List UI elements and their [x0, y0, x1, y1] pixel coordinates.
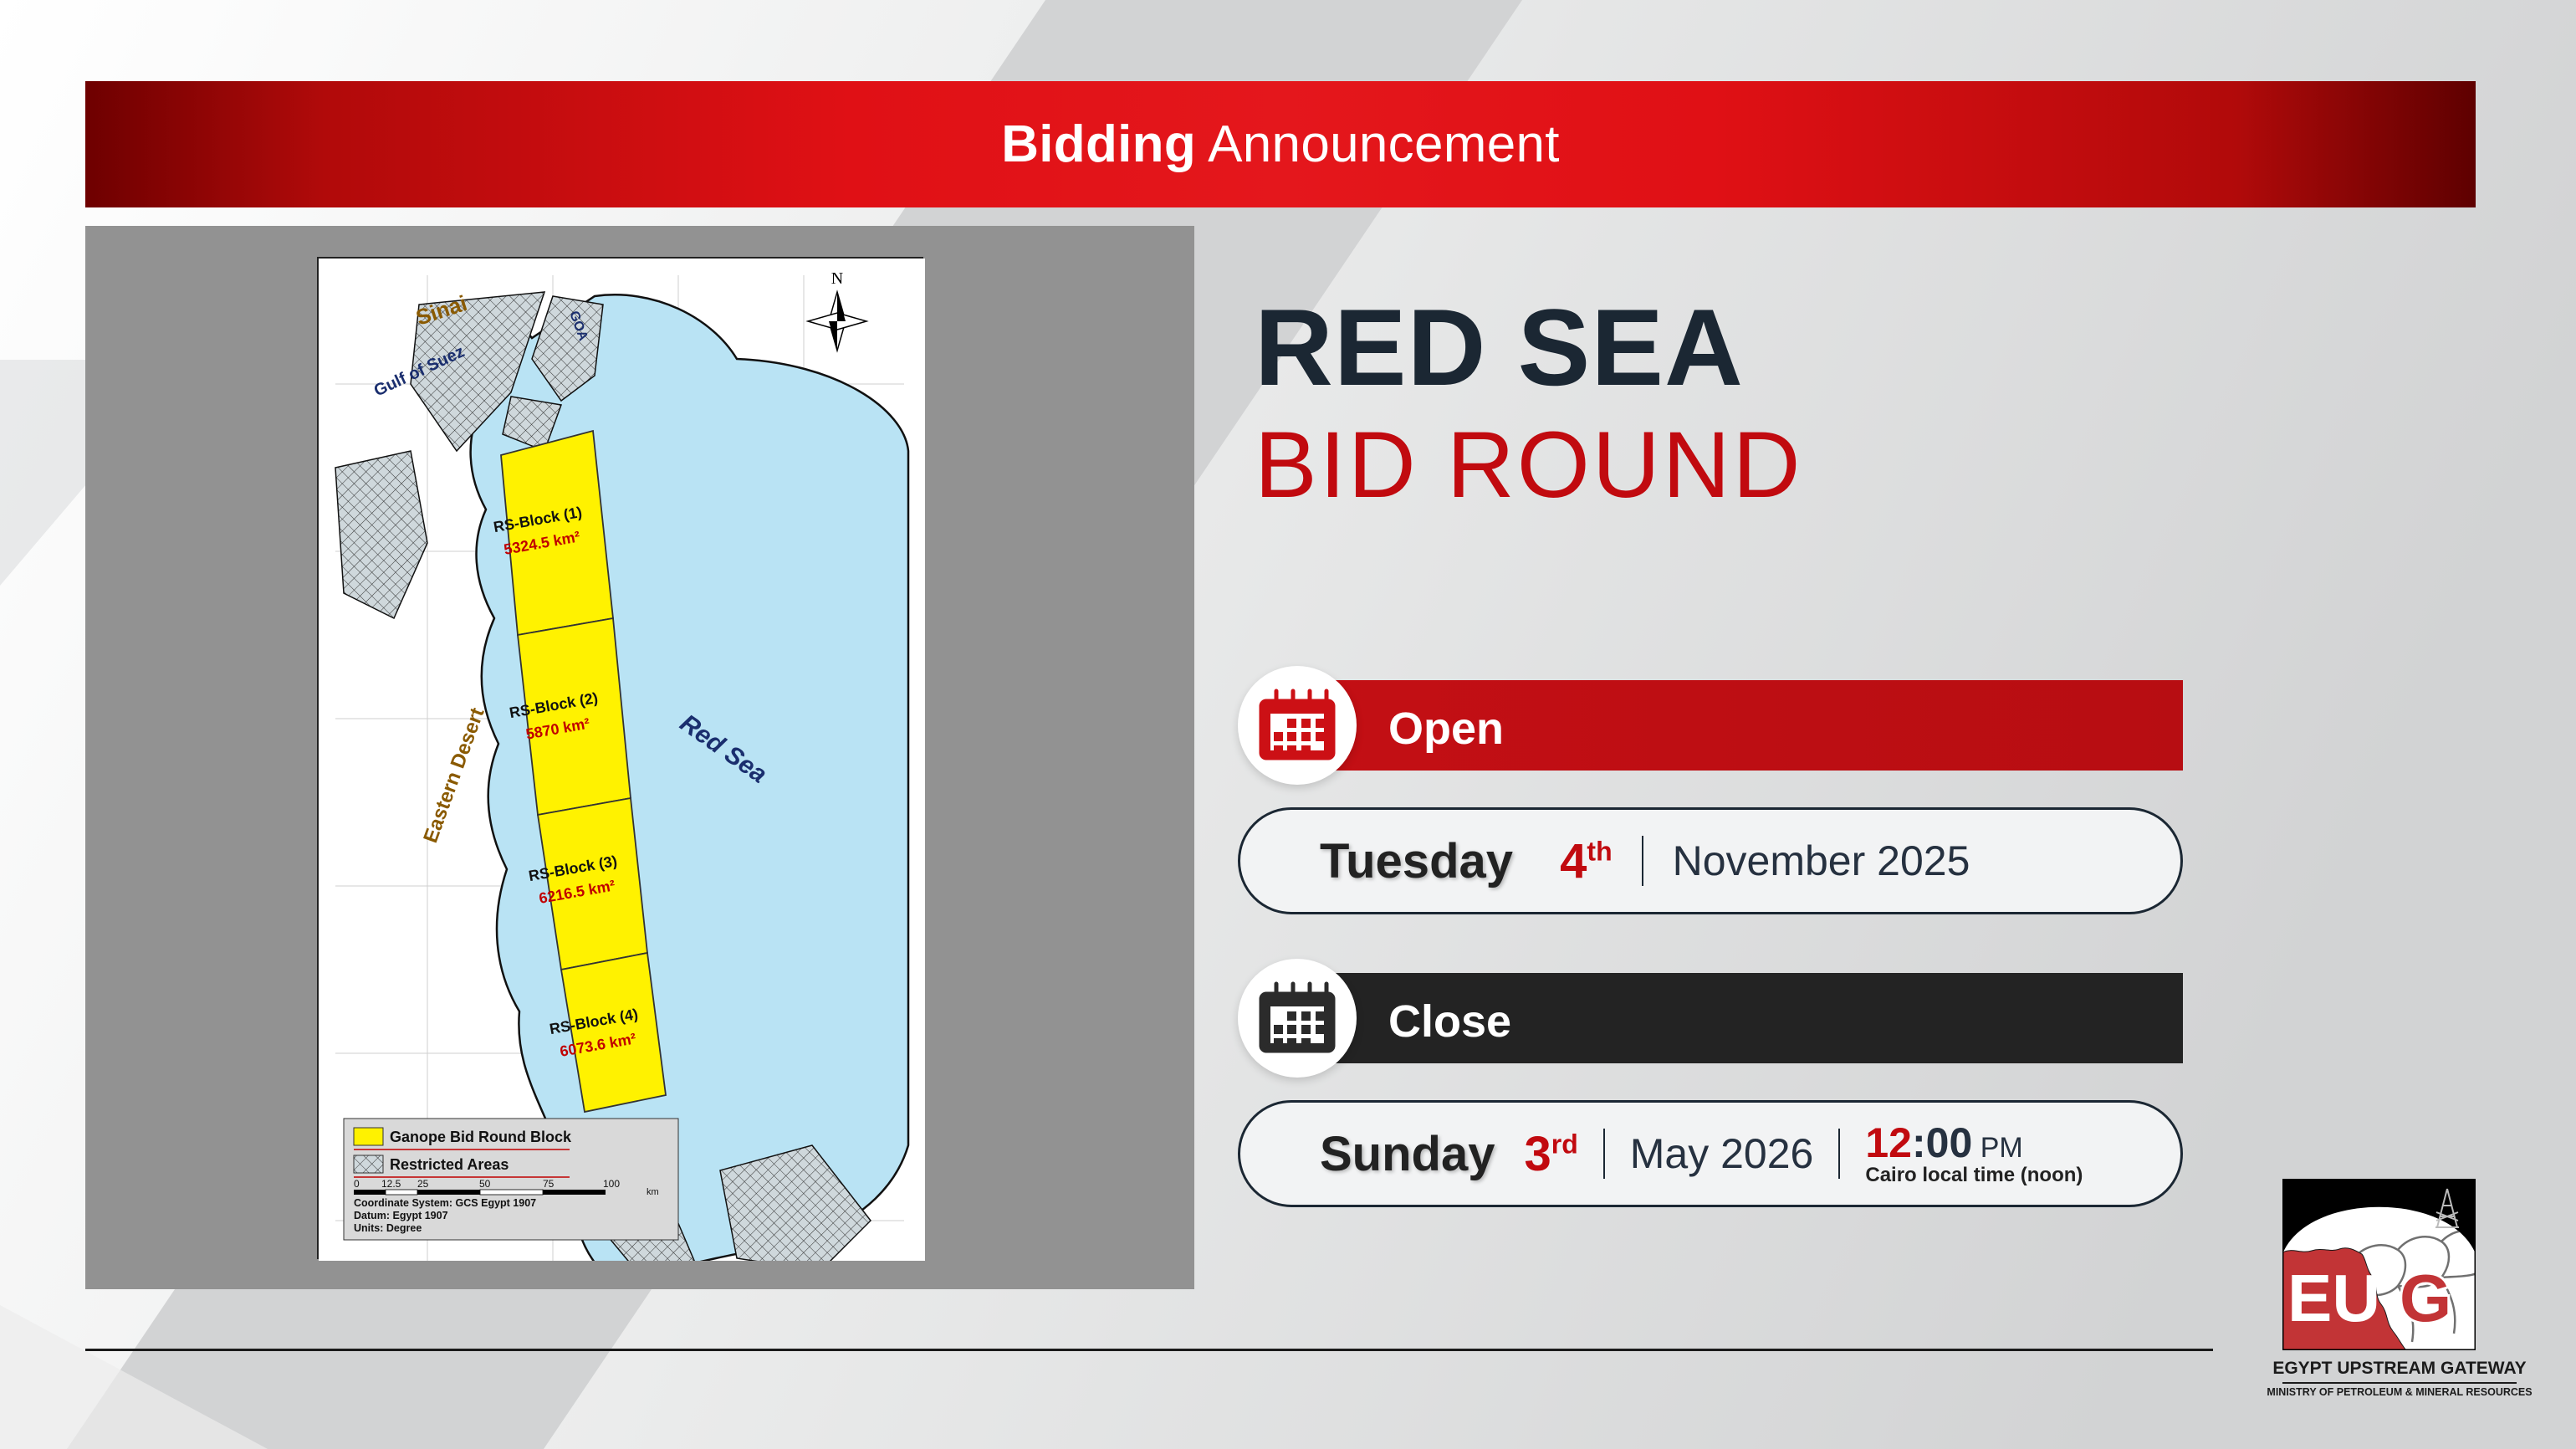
svg-text:75: 75 — [543, 1178, 555, 1190]
svg-text:G: G — [2400, 1261, 2451, 1335]
svg-text:Datum: Egypt 1907: Datum: Egypt 1907 — [354, 1210, 448, 1221]
svg-text:km: km — [647, 1187, 659, 1197]
svg-text:100: 100 — [603, 1178, 620, 1190]
svg-text:Restricted Areas: Restricted Areas — [390, 1156, 509, 1173]
svg-text:Coordinate System: GCS Egypt 1: Coordinate System: GCS Egypt 1907 — [354, 1197, 536, 1209]
svg-text:EU: EU — [2287, 1261, 2380, 1335]
svg-text:0: 0 — [354, 1178, 360, 1190]
svg-text:12.5: 12.5 — [381, 1178, 401, 1190]
svg-text:50: 50 — [479, 1178, 491, 1190]
svg-text:25: 25 — [417, 1178, 429, 1190]
svg-text:N: N — [831, 269, 843, 288]
svg-text:Units: Degree: Units: Degree — [354, 1222, 422, 1234]
svg-text:Ganope Bid Round Block: Ganope Bid Round Block — [390, 1129, 572, 1145]
